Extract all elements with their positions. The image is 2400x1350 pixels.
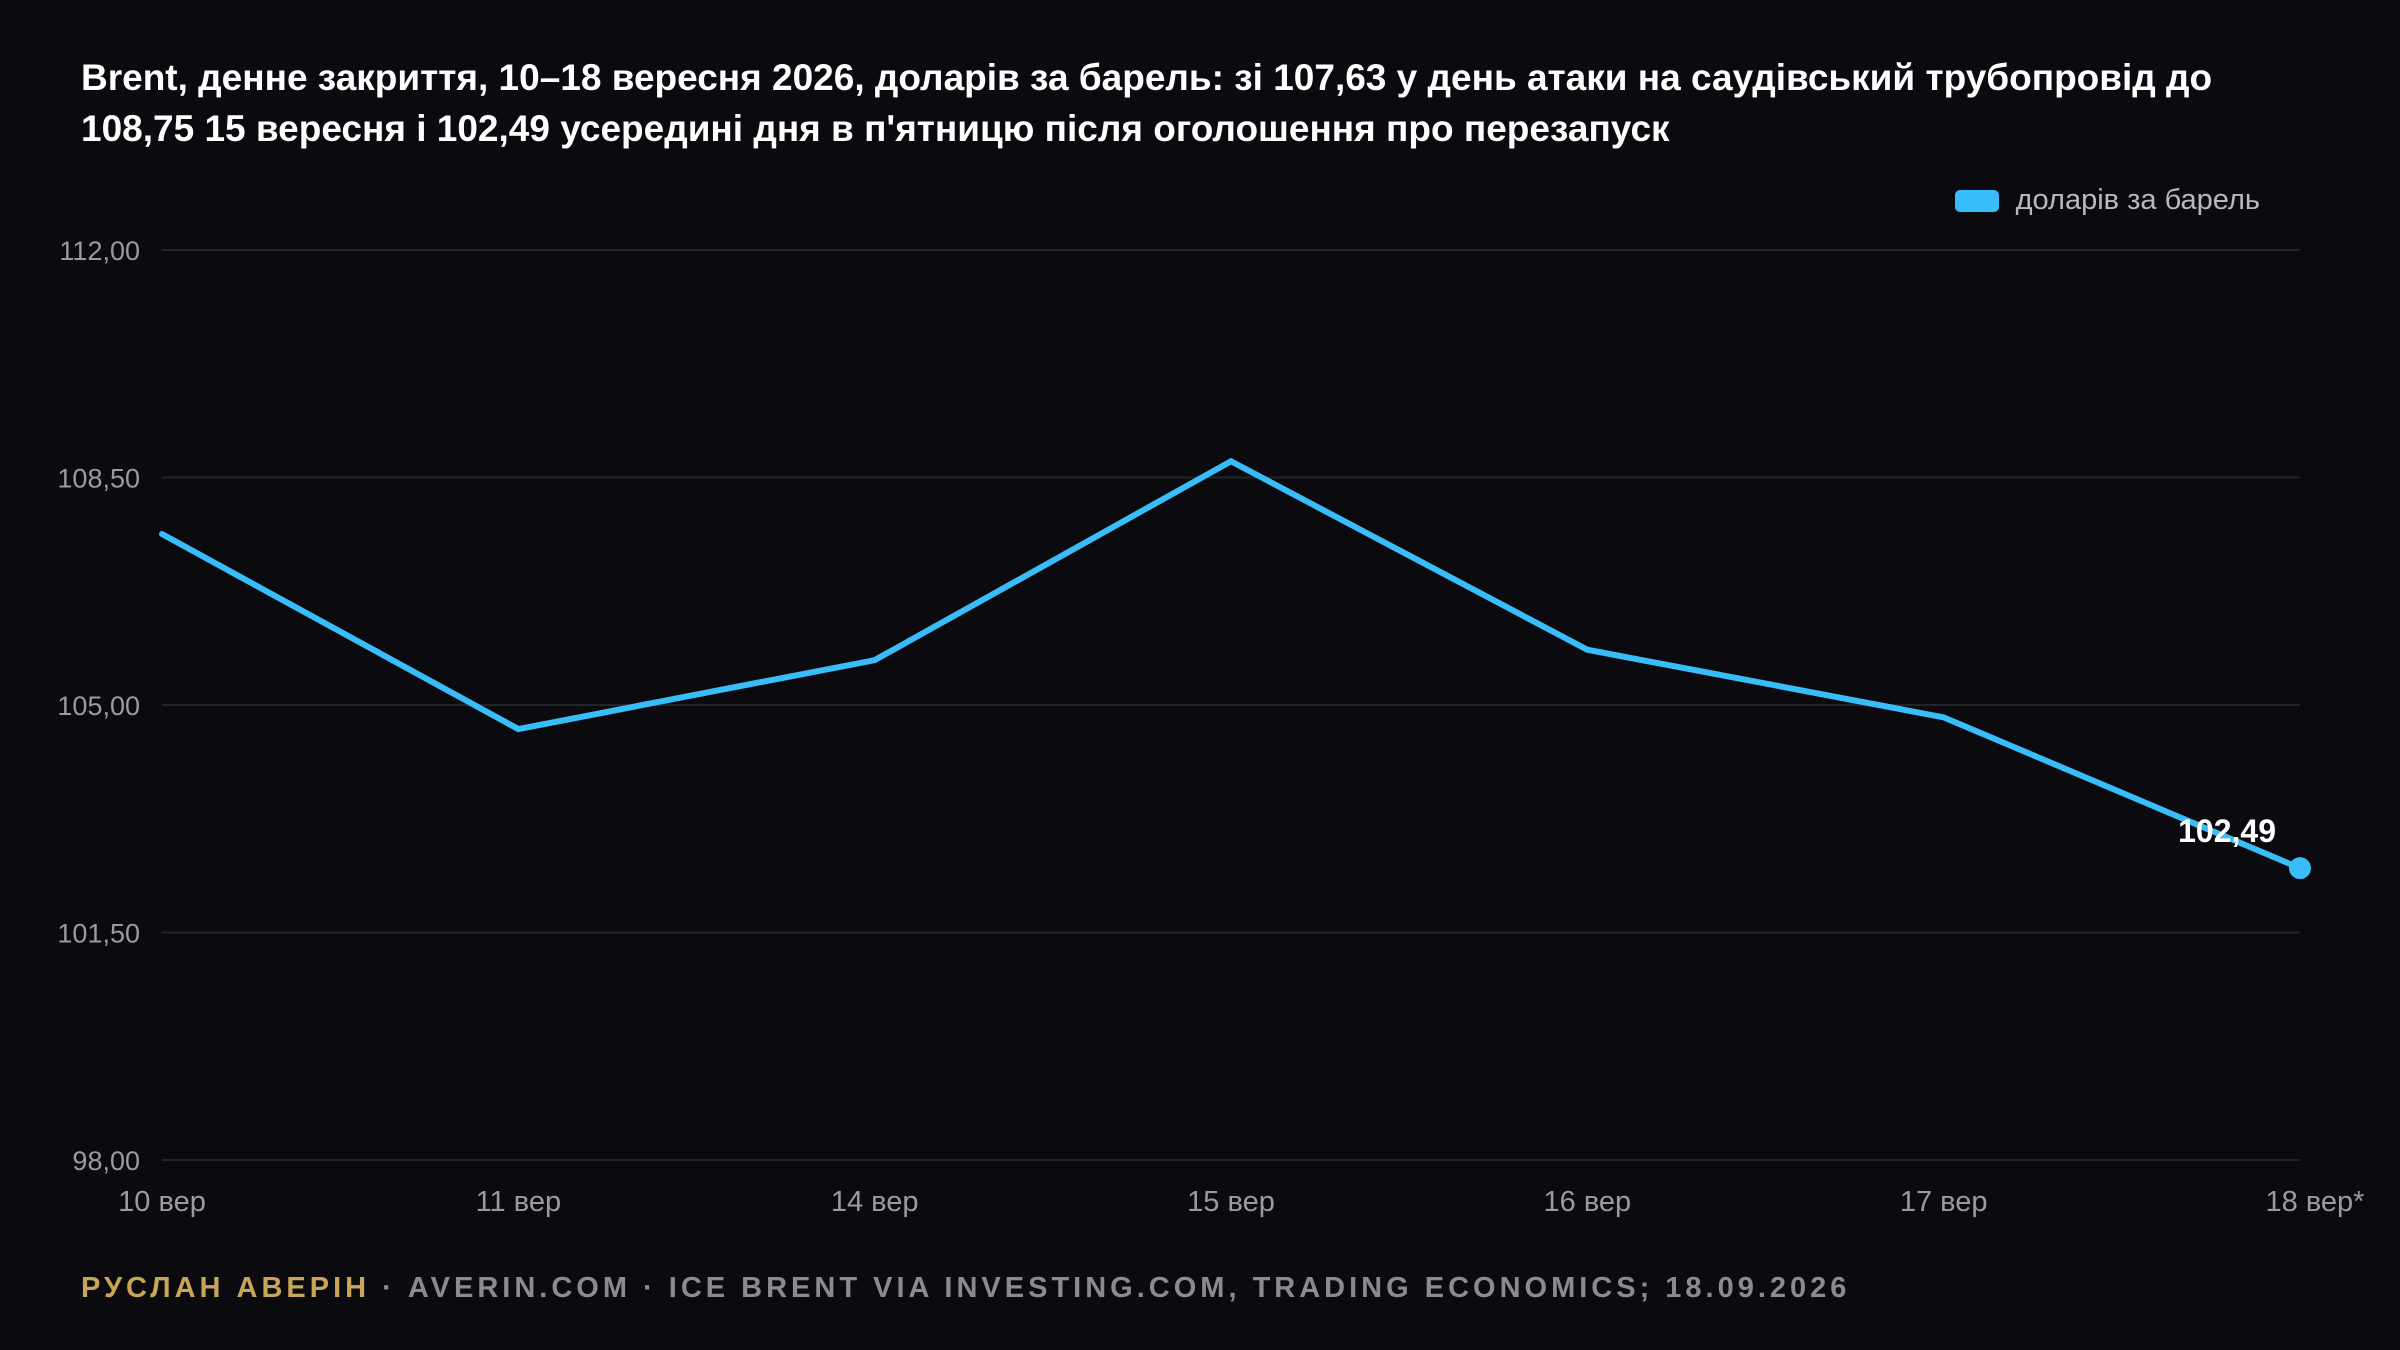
chart-legend: доларів за барель — [1954, 184, 2260, 217]
y-tick-label: 105,00 — [57, 691, 140, 721]
footer-author: РУСЛАН АВЕРІН — [81, 1272, 371, 1304]
x-tick-label: 16 вер — [1544, 1186, 1632, 1218]
y-tick-label: 101,50 — [57, 919, 140, 949]
y-tick-label: 112,00 — [59, 236, 140, 266]
legend-label: доларів за барель — [2015, 184, 2260, 216]
end-point-marker — [2289, 857, 2311, 880]
y-tick-label: 108,50 — [57, 464, 140, 494]
y-tick-label: 98,00 — [72, 1146, 140, 1176]
legend-swatch — [1954, 189, 1999, 212]
x-tick-label: 10 вер — [118, 1186, 206, 1218]
x-tick-label: 18 вер* — [2266, 1186, 2365, 1218]
data-label: 102,49 — [2178, 813, 2276, 849]
x-tick-label: 11 вер — [476, 1186, 562, 1218]
chart-title: Brent, денне закриття, 10–18 вересня 202… — [81, 57, 2213, 149]
series-line — [159, 457, 2303, 872]
x-tick-label: 17 вер — [1900, 1186, 1988, 1218]
x-tick-label: 15 вер — [1187, 1186, 1275, 1218]
footer-credit: РУСЛАН АВЕРІН · AVERIN.COM · ICE BRENT V… — [81, 1272, 1850, 1305]
footer-source: · AVERIN.COM · ICE BRENT VIA INVESTING.C… — [370, 1272, 1851, 1304]
x-tick-label: 14 вер — [831, 1186, 919, 1218]
